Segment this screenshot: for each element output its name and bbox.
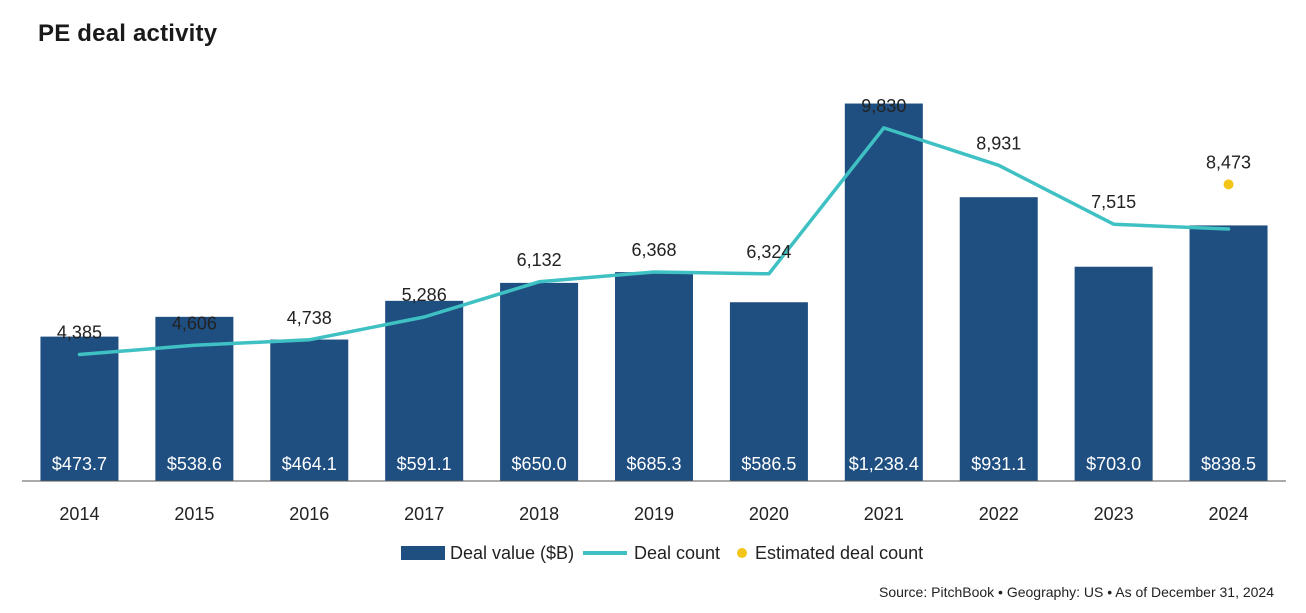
bar-value-label: $838.5 — [1201, 454, 1256, 474]
bar-deal-value — [1189, 225, 1268, 481]
x-tick-label: 2019 — [634, 504, 674, 524]
bar-value-label: $650.0 — [512, 454, 567, 474]
x-tick-label: 2021 — [864, 504, 904, 524]
bar-deal-value — [270, 339, 349, 481]
legend-label-deal-count: Deal count — [634, 543, 720, 563]
source-note: Source: PitchBook • Geography: US • As o… — [878, 584, 1274, 600]
bar-value-label: $1,238.4 — [849, 454, 919, 474]
bar-deal-value — [959, 197, 1038, 481]
bar-deal-value — [500, 282, 579, 481]
legend-swatch-estimated — [737, 548, 747, 558]
estimated-value-label: 8,473 — [1206, 152, 1251, 172]
x-tick-label: 2016 — [289, 504, 329, 524]
bar-deal-value — [615, 272, 693, 481]
bar-value-label: $685.3 — [626, 454, 681, 474]
bar-value-label: $703.0 — [1086, 454, 1141, 474]
legend-swatch-deal-value — [401, 546, 445, 560]
chart-title: PE deal activity — [38, 20, 218, 47]
x-tick-label: 2018 — [519, 504, 559, 524]
line-value-label: 5,286 — [402, 285, 447, 305]
bar-deal-value — [1074, 266, 1153, 481]
legend-label-deal-value: Deal value ($B) — [450, 543, 574, 563]
bar-deal-value — [729, 302, 808, 481]
x-tick-label: 2014 — [59, 504, 99, 524]
bar-value-label: $464.1 — [282, 454, 337, 474]
line-value-label: 6,324 — [746, 242, 791, 262]
point-estimated-deal-count — [1223, 179, 1234, 190]
bar-value-label: $473.7 — [52, 454, 107, 474]
bar-deal-value — [385, 300, 464, 481]
x-tick-label: 2017 — [404, 504, 444, 524]
line-value-label: 6,132 — [517, 250, 562, 270]
bar-value-label: $538.6 — [167, 454, 222, 474]
line-value-label: 8,931 — [976, 133, 1021, 153]
x-tick-label: 2023 — [1094, 504, 1134, 524]
line-value-label: 4,385 — [57, 323, 102, 343]
x-tick-label: 2020 — [749, 504, 789, 524]
legend-label-estimated: Estimated deal count — [755, 543, 923, 563]
bar-value-label: $586.5 — [741, 454, 796, 474]
x-tick-label: 2024 — [1209, 504, 1249, 524]
line-value-label: 4,738 — [287, 308, 332, 328]
line-value-label: 7,515 — [1091, 192, 1136, 212]
bar-value-label: $931.1 — [971, 454, 1026, 474]
bar-deal-value — [844, 103, 923, 482]
bar-value-label: $591.1 — [397, 454, 452, 474]
line-value-label: 4,606 — [172, 313, 217, 333]
x-tick-label: 2022 — [979, 504, 1019, 524]
x-tick-label: 2015 — [174, 504, 214, 524]
line-value-label: 9,830 — [861, 96, 906, 116]
bar-deal-value — [40, 336, 119, 481]
line-value-label: 6,368 — [631, 240, 676, 260]
